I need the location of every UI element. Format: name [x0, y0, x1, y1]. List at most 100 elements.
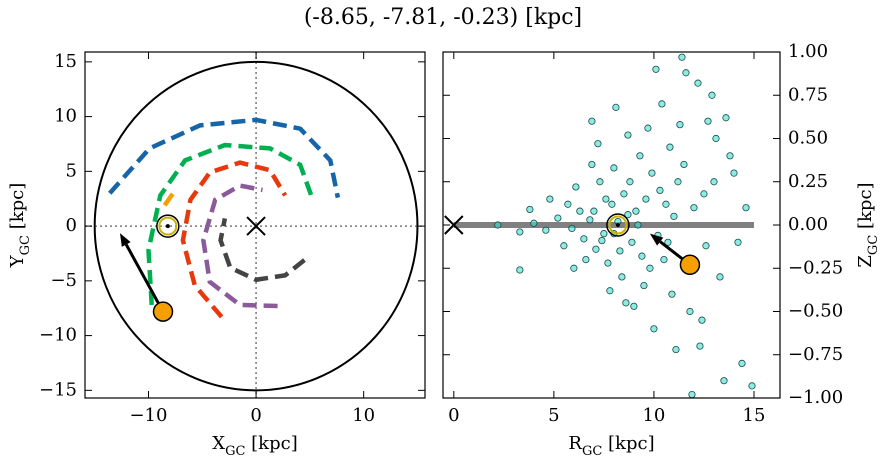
sun-ring — [156, 214, 180, 238]
star-point — [542, 226, 550, 234]
x-label: XGC [kpc] — [212, 433, 297, 459]
label-part: [kpc] — [7, 183, 28, 235]
galactic-center — [246, 216, 266, 236]
star-point — [572, 183, 580, 191]
y-tick-label: −0.50 — [788, 301, 843, 322]
x-tick-label: 10 — [352, 405, 375, 426]
arrow-head — [119, 233, 131, 247]
star-point — [618, 273, 626, 281]
axes-frame — [84, 51, 426, 399]
x-label: RGC [kpc] — [568, 433, 654, 459]
star-point — [616, 247, 624, 255]
sun-ring — [158, 216, 178, 236]
spiral-arm — [201, 183, 278, 309]
star-point — [682, 69, 690, 77]
star-point — [606, 287, 614, 295]
spiral-arm — [162, 188, 178, 207]
label-part: Y — [7, 254, 28, 268]
star-point — [678, 53, 686, 61]
y-tick-label: −0.25 — [788, 257, 843, 278]
y-tick-label: 0 — [66, 215, 77, 236]
star-point — [720, 377, 728, 385]
star-point — [748, 382, 756, 390]
star-point — [652, 65, 660, 73]
y-label: ZGC [kpc] — [855, 182, 881, 267]
star-point — [620, 190, 628, 198]
star-point — [608, 200, 616, 208]
star-point — [592, 245, 600, 253]
star-point — [730, 169, 738, 177]
y-label: YGC [kpc] — [7, 183, 33, 269]
star-point — [590, 207, 598, 215]
star-point — [530, 219, 538, 227]
label-part: [kpc] — [855, 182, 876, 234]
galactic-center — [444, 215, 464, 235]
star-point — [738, 359, 746, 367]
star-point — [650, 325, 658, 333]
arrow-head — [649, 233, 664, 246]
label-part: GC — [18, 235, 33, 255]
boundary-circle — [93, 60, 419, 392]
star-point — [600, 230, 608, 238]
star-point — [588, 117, 596, 125]
object-marker — [152, 301, 174, 322]
star-point — [630, 302, 638, 310]
star-point — [576, 207, 584, 215]
star-point — [712, 134, 720, 143]
x-tick-label: 5 — [548, 405, 559, 426]
star-point — [710, 178, 718, 186]
sun-dot — [165, 224, 170, 229]
star-point — [596, 178, 604, 186]
y-tick-label: 5 — [66, 160, 77, 181]
spiral-arm — [108, 117, 341, 199]
star-point — [624, 131, 632, 139]
y-tick-label: 0.75 — [788, 84, 828, 105]
label-part: [kpc] — [602, 433, 654, 454]
sun-ring — [608, 215, 628, 235]
spiral-arm — [180, 160, 288, 319]
star-point — [610, 164, 618, 172]
x-tick-label: 10 — [642, 405, 665, 426]
star-point — [516, 266, 524, 274]
y-tick-label: 0.50 — [788, 128, 828, 149]
star-point — [644, 124, 652, 132]
y-tick-label: −15 — [39, 379, 77, 400]
label-part: GC — [866, 235, 881, 255]
star-point — [516, 228, 524, 236]
star-point — [586, 216, 594, 224]
star-point — [742, 204, 750, 212]
star-point — [722, 114, 730, 122]
star-point — [688, 390, 696, 398]
star-point — [700, 190, 708, 198]
velocity-arrow — [124, 243, 165, 313]
label-part: [kpc] — [245, 433, 297, 454]
star-point — [648, 169, 656, 177]
star-point — [626, 178, 634, 186]
star-point — [554, 214, 562, 222]
star-point — [582, 255, 590, 264]
star-point — [588, 160, 596, 169]
y-tick-label: −0.75 — [788, 344, 843, 365]
object-marker — [679, 254, 701, 276]
star-point — [690, 204, 698, 212]
star-point — [602, 195, 610, 203]
star-point — [628, 238, 636, 246]
star-point — [708, 91, 716, 99]
star-point — [622, 299, 630, 307]
star-point — [656, 186, 664, 194]
star-point — [662, 200, 670, 208]
y-tick-label: 10 — [54, 106, 77, 127]
plot-area — [85, 52, 425, 398]
star-point — [734, 238, 742, 246]
star-point — [568, 224, 576, 233]
star-point — [702, 242, 710, 250]
star-point — [642, 195, 650, 203]
sun — [606, 213, 630, 237]
star-point — [674, 178, 682, 186]
star-point — [666, 143, 674, 151]
y-tick-label: 1.00 — [788, 41, 828, 62]
star-point — [640, 281, 648, 290]
y-tick-label: −5 — [50, 270, 77, 291]
star-point — [632, 207, 640, 215]
